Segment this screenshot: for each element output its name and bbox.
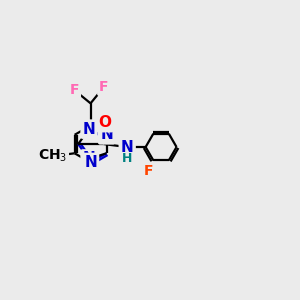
Text: N: N — [100, 127, 113, 142]
Text: N: N — [84, 155, 97, 170]
Text: O: O — [98, 115, 111, 130]
Text: CH$_3$: CH$_3$ — [38, 148, 67, 164]
Text: F: F — [99, 80, 109, 94]
Text: F: F — [70, 83, 79, 97]
Text: F: F — [144, 164, 154, 178]
Text: N: N — [82, 122, 95, 136]
Text: N: N — [82, 152, 95, 166]
Text: H: H — [122, 152, 132, 165]
Text: N: N — [121, 140, 134, 154]
